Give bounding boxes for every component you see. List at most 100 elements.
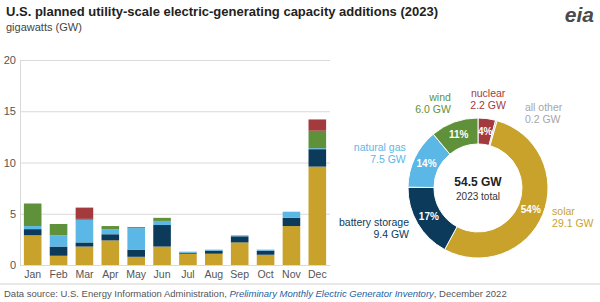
- bar: [102, 226, 120, 229]
- x-tick: Oct: [257, 265, 273, 280]
- figure: U.S. planned utility-scale electric-gene…: [0, 0, 600, 302]
- bar: [257, 251, 275, 255]
- slice-label: natural gas7.5 GW: [354, 141, 406, 165]
- bar: [179, 254, 197, 265]
- slice-value: 29.1 GW: [552, 217, 594, 229]
- slice-value: 7.5 GW: [370, 153, 406, 165]
- x-tick-label: Jan: [24, 268, 41, 280]
- bar: [205, 249, 223, 250]
- bar: [257, 249, 275, 250]
- source: Data source: U.S. Energy Information Adm…: [4, 288, 507, 299]
- bar: [231, 242, 249, 265]
- bar: [153, 217, 171, 218]
- bar: [309, 167, 327, 265]
- y-tick-label: 5: [10, 208, 16, 220]
- x-axis: Jan Feb Mar Apr May Jun Jul Aug Sep Oct Nov Dec: [21, 265, 331, 280]
- bar: [24, 204, 42, 227]
- bar: [76, 220, 94, 243]
- x-tick-label: Feb: [50, 268, 68, 280]
- series: [24, 148, 326, 253]
- x-tick-label: Aug: [204, 268, 223, 280]
- x-tick-label: Jun: [154, 268, 171, 280]
- y-tick: 20: [4, 54, 330, 66]
- bar: [179, 251, 197, 252]
- bar: [24, 226, 42, 229]
- x-tick-label: Nov: [282, 268, 301, 280]
- bar: [231, 235, 249, 236]
- bar: [205, 251, 223, 254]
- axis-line: [21, 265, 331, 266]
- bar: [127, 257, 145, 265]
- bar: [50, 224, 68, 235]
- bar: [24, 229, 42, 235]
- x-tick: Jan: [24, 265, 41, 280]
- x-tick: Feb: [50, 265, 68, 280]
- bar: [127, 227, 145, 228]
- total: 54.5 GW: [454, 175, 502, 189]
- bar: [179, 253, 197, 254]
- bar: [179, 252, 197, 253]
- bar: [283, 226, 301, 265]
- x-tick-label: Dec: [308, 268, 327, 280]
- bar: [257, 249, 275, 250]
- slice-name: wind: [428, 91, 451, 103]
- center-label: 2023 total: [456, 191, 500, 202]
- y-axis: 05101520: [4, 54, 330, 271]
- percent-label: 11%: [449, 129, 469, 140]
- bar: [102, 229, 120, 234]
- y-tick-label: 10: [4, 157, 16, 169]
- bar: [257, 255, 275, 265]
- x-tick: Aug: [204, 265, 223, 280]
- bar: [102, 226, 120, 227]
- y-tick: 15: [4, 105, 330, 117]
- bar: [76, 208, 94, 219]
- bar: [153, 221, 171, 225]
- series: [24, 131, 326, 236]
- bar: [205, 250, 223, 251]
- slice-label: battery storage9.4 GW: [339, 216, 409, 240]
- slice: [408, 187, 457, 249]
- x-tick: Mar: [75, 265, 94, 280]
- x-tick-label: Sep: [230, 268, 249, 280]
- bar: [309, 131, 327, 148]
- bar: [24, 203, 42, 204]
- x-tick: May: [126, 265, 147, 280]
- x-tick-label: Apr: [102, 268, 119, 280]
- subtitle: gigawatts (GW): [6, 21, 82, 33]
- bar: [257, 250, 275, 251]
- slice-value: 2.2 GW: [470, 99, 506, 111]
- donut: 4%54%17%14%11%nuclear2.2 GWall other0.2 …: [339, 87, 594, 258]
- slice-name: battery storage: [339, 216, 409, 228]
- bar: [205, 254, 223, 265]
- grid-line: [20, 60, 330, 61]
- bar: [102, 234, 120, 240]
- bar: [205, 249, 223, 250]
- slice: [433, 118, 478, 154]
- slice-value: 0.2 GW: [525, 113, 561, 125]
- x-tick-label: Oct: [257, 268, 273, 280]
- bar: [153, 247, 171, 265]
- bar: [76, 247, 94, 265]
- slice-label: all other0.2 GW: [525, 101, 563, 125]
- bar: [127, 227, 145, 228]
- x-tick: Jun: [154, 265, 171, 280]
- bar: [76, 219, 94, 220]
- x-tick: Apr: [102, 265, 119, 280]
- bar: [153, 218, 171, 221]
- slice-value: 9.4 GW: [373, 228, 409, 240]
- bar: [50, 235, 68, 246]
- x-tick: Nov: [282, 265, 301, 280]
- separator: [0, 284, 600, 285]
- y-tick-label: 15: [4, 105, 16, 117]
- slice-label: nuclear2.2 GW: [470, 87, 506, 111]
- bar: [50, 224, 68, 225]
- series: [24, 167, 326, 265]
- x-tick-label: Jul: [181, 268, 194, 280]
- bar: [76, 242, 94, 246]
- y-tick-label: 20: [4, 54, 16, 66]
- bar: [231, 236, 249, 242]
- bar: [283, 218, 301, 226]
- slice-value: 6.0 GW: [415, 103, 451, 115]
- source-part: , December 2022: [434, 288, 507, 299]
- bar: [153, 225, 171, 247]
